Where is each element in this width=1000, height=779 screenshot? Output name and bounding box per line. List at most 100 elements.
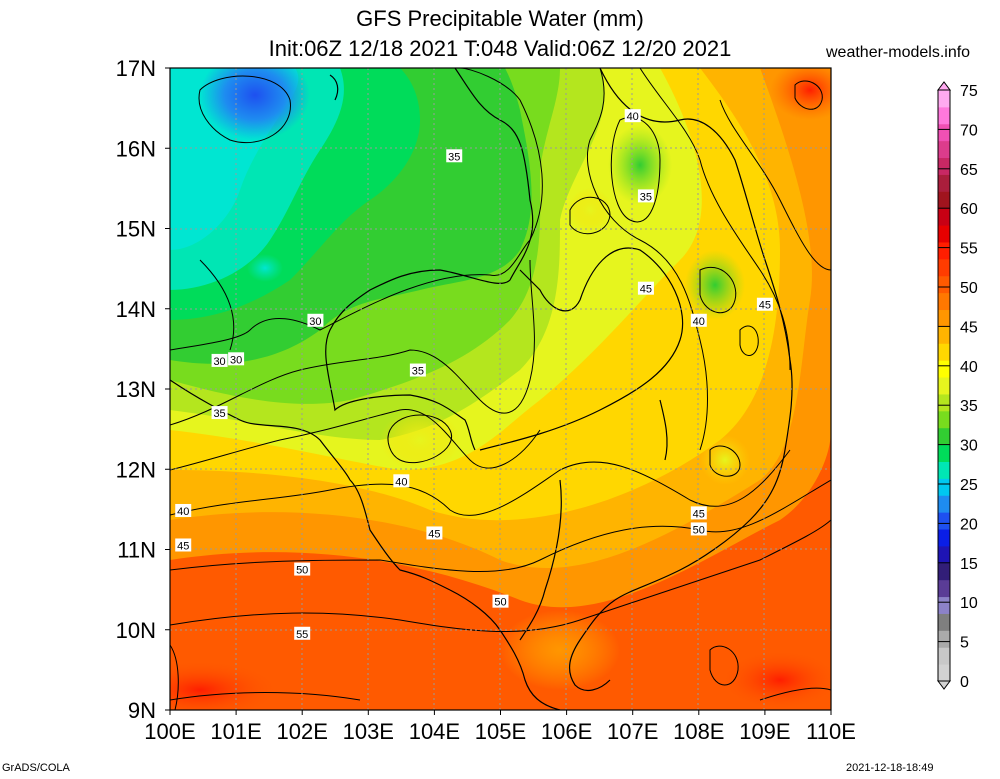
colorbar-swatch <box>938 495 950 513</box>
svg-text:35: 35 <box>412 366 424 378</box>
colorbar-swatch <box>938 596 950 614</box>
credit-timestamp: 2021-12-18-18:49 <box>846 762 934 774</box>
svg-text:35: 35 <box>448 151 460 163</box>
svg-text:50: 50 <box>693 524 705 536</box>
contour-label: 40 <box>690 313 707 328</box>
colorbar-swatch <box>938 377 950 395</box>
lat-label: 13N <box>116 377 156 402</box>
svg-text:40: 40 <box>395 476 407 488</box>
colorbar-swatch <box>938 360 950 378</box>
colorbar-label: 60 <box>960 201 978 218</box>
colorbar-swatch <box>938 579 950 598</box>
contour-label: 50 <box>690 522 707 536</box>
svg-text:30: 30 <box>230 354 242 366</box>
lat-label: 11N <box>117 538 156 563</box>
contour-label: 35 <box>637 189 654 203</box>
colorbar-max-arrow <box>937 81 951 91</box>
contour-label: 45 <box>426 526 443 540</box>
svg-text:45: 45 <box>640 284 652 296</box>
colorbar-label: 15 <box>960 556 978 573</box>
colorbar-label: 45 <box>960 319 978 336</box>
lat-label: 17N <box>116 56 156 81</box>
svg-text:45: 45 <box>177 540 189 552</box>
colorbar-swatch <box>938 157 950 175</box>
colorbar-label: 70 <box>960 122 978 139</box>
svg-text:40: 40 <box>177 506 189 518</box>
colorbar-label: 35 <box>960 398 978 415</box>
contour-label: 30 <box>307 313 324 328</box>
lon-label: 103E <box>343 719 394 744</box>
lon-label: 100E <box>144 719 195 744</box>
colorbar-label: 20 <box>960 516 978 533</box>
svg-text:35: 35 <box>213 408 225 420</box>
svg-text:50: 50 <box>296 565 308 577</box>
colorbar-label: 5 <box>960 635 969 652</box>
lat-label: 14N <box>116 297 156 322</box>
colorbar-swatch <box>938 90 950 108</box>
contour-label: 45 <box>175 538 192 552</box>
colorbar-swatch <box>938 123 950 142</box>
svg-text:45: 45 <box>693 508 705 520</box>
colorbar-swatch <box>938 427 950 446</box>
colorbar-swatch <box>938 326 950 344</box>
svg-text:55: 55 <box>296 629 308 641</box>
colorbar-label: 30 <box>960 438 978 455</box>
colorbar-swatch <box>938 613 950 631</box>
colorbar-swatch <box>938 225 950 243</box>
colorbar-label: 75 <box>960 83 978 100</box>
colorbar-label: 55 <box>960 241 978 258</box>
axis-labels: 100E 101E 102E 103E 104E 105E 106E 107E 108E 109E… <box>116 56 856 744</box>
lon-label: 104E <box>409 719 460 744</box>
colorbar-label: 25 <box>960 477 978 494</box>
lon-label: 110E <box>806 719 856 744</box>
contour-label: 45 <box>637 281 654 296</box>
lat-label: 9N <box>128 698 156 723</box>
contour-label: 50 <box>294 562 311 577</box>
colorbar-label: 0 <box>960 674 969 691</box>
colorbar-swatch <box>938 529 950 547</box>
colorbar-swatch <box>938 174 950 192</box>
contour-label: 40 <box>624 109 641 123</box>
lat-label: 10N <box>116 618 156 643</box>
colorbar-swatch <box>938 208 950 226</box>
chart-subtitle: Init:06Z 12/18 2021 T:048 Valid:06Z 12/2… <box>268 36 732 61</box>
contour-label: 30 <box>228 352 245 366</box>
colorbar-swatch <box>938 241 950 260</box>
colorbar-swatch <box>938 410 950 429</box>
chart-title: GFS Precipitable Water (mm) <box>356 6 644 31</box>
svg-text:50: 50 <box>494 597 506 609</box>
colorbar-swatch <box>938 106 950 125</box>
colorbar-swatch <box>938 292 950 311</box>
contour-label: 35 <box>446 149 463 163</box>
lon-label: 109E <box>739 719 790 744</box>
lat-label: 16N <box>116 136 156 161</box>
svg-text:45: 45 <box>759 300 771 312</box>
colorbar-swatch <box>938 545 950 564</box>
svg-text:35: 35 <box>640 191 652 203</box>
site-watermark: weather-models.info <box>826 44 971 61</box>
lat-label: 15N <box>116 217 156 242</box>
svg-text:40: 40 <box>627 111 639 123</box>
colorbar-swatch <box>938 191 950 209</box>
svg-text:45: 45 <box>428 528 440 540</box>
colorbar-label: 10 <box>960 595 978 612</box>
colorbar-swatch <box>938 664 950 682</box>
lon-label: 106E <box>541 719 592 744</box>
contour-label: 35 <box>409 363 426 378</box>
contour-label: 55 <box>294 626 311 641</box>
lon-label: 102E <box>277 719 328 744</box>
contour-label: 45 <box>690 506 707 520</box>
colorbar-swatch <box>938 140 950 159</box>
colorbar-label: 40 <box>960 359 978 376</box>
colorbar-swatch <box>938 258 950 277</box>
contour-label: 35 <box>211 406 228 420</box>
svg-text:30: 30 <box>213 356 225 368</box>
colorbar-swatch <box>938 444 950 462</box>
credit-grads: GrADS/COLA <box>2 762 70 774</box>
colorbar-swatch <box>938 393 950 412</box>
svg-text:40: 40 <box>693 316 705 328</box>
graticule <box>170 68 831 710</box>
coastline-borders <box>170 68 793 710</box>
